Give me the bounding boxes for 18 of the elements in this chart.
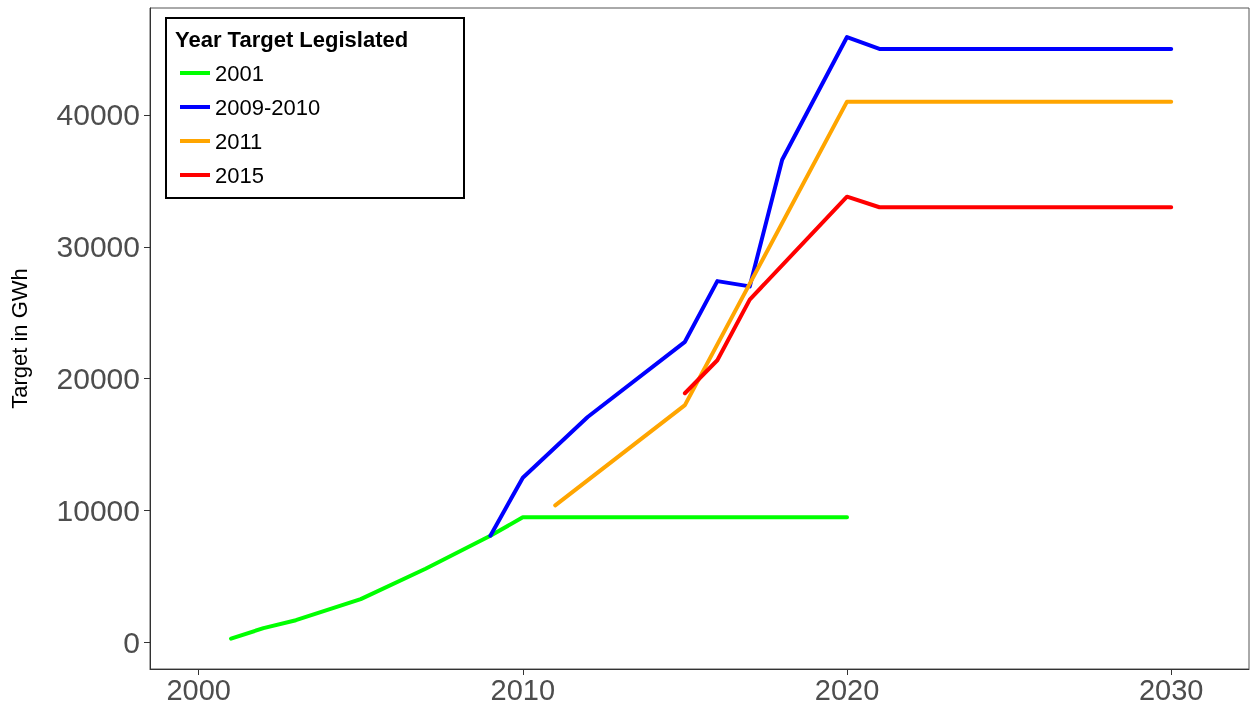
y-tick-label: 40000: [56, 98, 140, 132]
legend-label: 2011: [215, 128, 263, 154]
y-tick-label: 20000: [56, 362, 140, 396]
line-series: [488, 35, 1174, 538]
line-series: [229, 515, 850, 641]
legend-title: Year Target Legislated: [175, 26, 409, 52]
y-tick-label: 30000: [56, 230, 140, 264]
y-tick-label: 0: [123, 626, 140, 660]
line-series: [682, 194, 1174, 396]
legend-label: 2015: [215, 162, 264, 188]
legend-label: 2009-2010: [215, 94, 321, 120]
y-axis-title: Target in GWh: [6, 268, 32, 409]
x-tick-label: 2010: [490, 673, 556, 706]
legend-label: 2001: [215, 60, 264, 86]
x-tick-label: 2020: [814, 673, 880, 706]
y-tick-label: 10000: [56, 494, 140, 528]
x-tick-label: 2030: [1138, 673, 1204, 706]
x-tick-label: 2000: [166, 673, 231, 706]
